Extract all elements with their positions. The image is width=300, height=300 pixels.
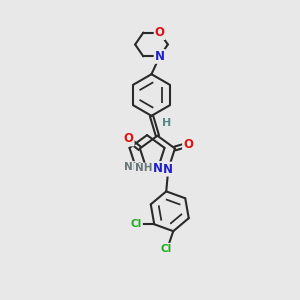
- Text: Cl: Cl: [131, 219, 142, 229]
- Text: N: N: [163, 163, 173, 176]
- Text: H: H: [162, 118, 172, 128]
- Text: NH: NH: [135, 164, 152, 173]
- Text: O: O: [155, 26, 165, 39]
- Text: N: N: [153, 162, 163, 175]
- Text: NH: NH: [124, 162, 141, 172]
- Text: Cl: Cl: [161, 244, 172, 254]
- Text: N: N: [155, 50, 165, 63]
- Text: O: O: [124, 133, 134, 146]
- Text: O: O: [183, 138, 193, 151]
